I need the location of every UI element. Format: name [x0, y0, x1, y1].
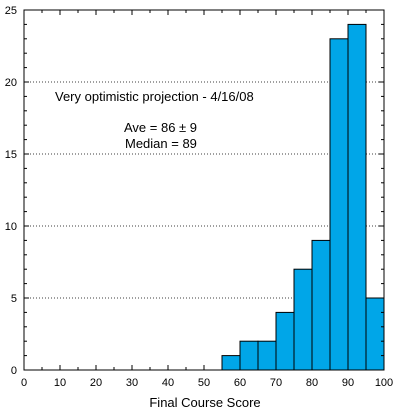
x-tick-label-30: 30 [126, 377, 138, 389]
y-tick-label-15: 15 [5, 149, 17, 161]
bar-55-60 [221, 355, 241, 371]
x-tick-label-40: 40 [162, 377, 174, 389]
bar-75-80 [293, 268, 313, 371]
x-tick-label-80: 80 [306, 377, 318, 389]
x-axis-title: Final Course Score [149, 395, 260, 410]
bar-80-85 [311, 239, 331, 371]
tick-labels: 0 10 20 30 40 50 60 70 80 90 100 0 5 10 15 20 25 [5, 5, 393, 389]
x-tick-label-70: 70 [270, 377, 282, 389]
axis-ticks [23, 9, 385, 371]
y-tick-label-25: 25 [5, 5, 17, 17]
bar-70-75 [275, 311, 295, 371]
annotation-projection: Very optimistic projection - 4/16/08 [55, 89, 254, 104]
x-tick-label-20: 20 [90, 377, 102, 389]
x-tick-label-10: 10 [54, 377, 66, 389]
x-tick-label-60: 60 [234, 377, 246, 389]
bar-65-70 [257, 340, 277, 371]
x-tick-label-0: 0 [21, 377, 27, 389]
bar-60-65 [239, 340, 259, 371]
bar-90-95 [347, 23, 367, 371]
y-tick-label-5: 5 [11, 293, 17, 305]
x-tick-label-100: 100 [375, 377, 393, 389]
x-tick-label-90: 90 [342, 377, 354, 389]
x-tick-label-50: 50 [198, 377, 210, 389]
y-tick-label-20: 20 [5, 77, 17, 89]
annotation-average: Ave = 86 ± 9 [124, 120, 197, 135]
y-tick-label-10: 10 [5, 221, 17, 233]
bar-85-90 [329, 38, 349, 371]
y-tick-label-0: 0 [11, 365, 17, 377]
annotation-median: Median = 89 [125, 136, 197, 151]
bars [221, 23, 385, 371]
bar-95-100 [365, 297, 385, 371]
